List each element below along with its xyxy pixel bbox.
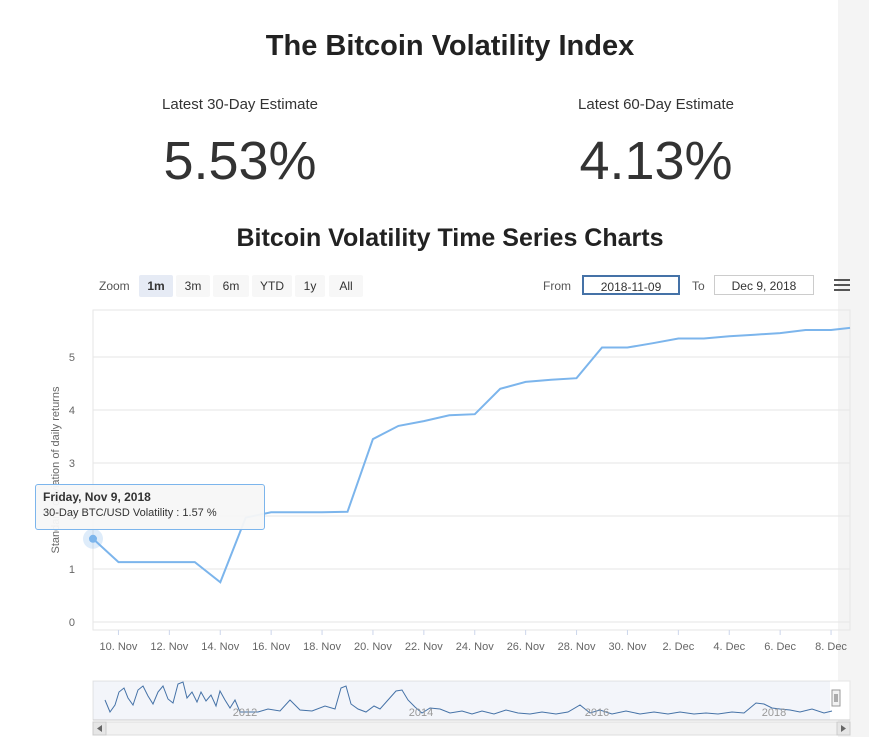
hamburger-menu-icon[interactable] (834, 279, 850, 293)
x-tick-label: 22. Nov (405, 641, 443, 653)
y-tick-label: 0 (69, 617, 75, 629)
x-tick-label: 20. Nov (354, 641, 392, 653)
zoom-button-1y[interactable]: 1y (295, 275, 325, 297)
estimate-60-value: 4.13% (579, 131, 733, 191)
to-date-input[interactable]: Dec 9, 2018 (714, 275, 814, 295)
zoom-button-all[interactable]: All (329, 275, 363, 297)
tooltip-series-name: 30-Day BTC/USD Volatility (43, 507, 174, 519)
x-tick-label: 30. Nov (608, 641, 646, 653)
from-date-input[interactable]: 2018-11-09 (582, 275, 680, 295)
plot-frame (92, 309, 851, 631)
scrollbar-track[interactable] (92, 721, 851, 736)
zoom-button-6m[interactable]: 6m (213, 275, 249, 297)
right-background-band (838, 0, 869, 737)
navigator-tick-label: 2014 (409, 707, 433, 719)
tooltip: Friday, Nov 9, 2018 30-Day BTC/USD Volat… (35, 484, 265, 530)
x-tick-label: 12. Nov (150, 641, 188, 653)
page-title: The Bitcoin Volatility Index (265, 30, 635, 62)
section-title: Bitcoin Volatility Time Series Charts (236, 224, 664, 252)
estimate-60-label: Latest 60-Day Estimate (578, 96, 734, 113)
y-tick-label: 3 (69, 458, 75, 470)
x-tick-label: 8. Dec (815, 641, 847, 653)
to-label: To (692, 279, 705, 293)
series-point (89, 534, 97, 543)
x-tick-label: 26. Nov (507, 641, 545, 653)
x-tick-label: 16. Nov (252, 641, 290, 653)
estimate-30-value: 5.53% (163, 131, 317, 191)
zoom-button-ytd[interactable]: YTD (252, 275, 292, 297)
chart-grid (92, 309, 851, 631)
y-tick-label: 5 (69, 352, 75, 364)
tooltip-date: Friday, Nov 9, 2018 (43, 490, 151, 504)
scroll-right-arrow-icon (841, 725, 846, 732)
x-tick-label: 24. Nov (456, 641, 494, 653)
navigator[interactable]: 2012 2014 2016 2018 (92, 680, 851, 721)
x-tick-label: 2. Dec (662, 641, 694, 653)
x-axis-ticks: 10. Nov 12. Nov 14. Nov 16. Nov 18. Nov 20. N… (99, 630, 847, 653)
zoom-label: Zoom (99, 279, 130, 293)
tooltip-line: 30-Day BTC/USD Volatility : 1.57 % (43, 507, 217, 519)
navigator-handle-right[interactable] (831, 689, 841, 707)
navigator-x-ticks: 2012 2014 2016 2018 (233, 707, 786, 719)
navigator-tick-label: 2012 (233, 707, 257, 719)
y-tick-label: 4 (69, 405, 75, 417)
navigator-tick-label: 2018 (762, 707, 786, 719)
from-label: From (543, 279, 571, 293)
x-tick-label: 14. Nov (201, 641, 239, 653)
series-line-30day (92, 326, 851, 584)
series-points (83, 528, 103, 549)
x-tick-label: 10. Nov (99, 641, 137, 653)
navigator-tick-label: 2016 (585, 707, 609, 719)
x-tick-label: 4. Dec (713, 641, 745, 653)
x-tick-label: 28. Nov (558, 641, 596, 653)
navigator-series (104, 681, 833, 715)
zoom-button-1m[interactable]: 1m (139, 275, 173, 297)
zoom-button-3m[interactable]: 3m (176, 275, 210, 297)
x-tick-label: 18. Nov (303, 641, 341, 653)
scroll-left-arrow-icon (97, 725, 102, 732)
x-tick-label: 6. Dec (764, 641, 796, 653)
y-tick-label: 1 (69, 564, 75, 576)
tooltip-value: 1.57 % (182, 507, 217, 519)
scrollbar[interactable] (92, 721, 851, 736)
estimate-30-label: Latest 30-Day Estimate (162, 96, 318, 113)
